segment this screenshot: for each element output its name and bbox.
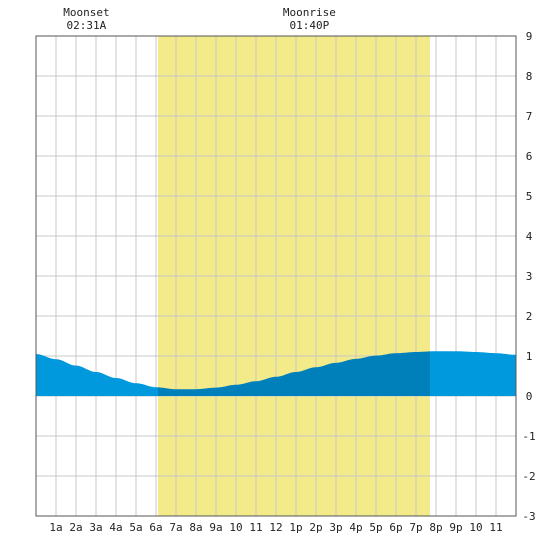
x-tick-label: 9p — [449, 521, 462, 534]
y-tick-label: 2 — [526, 310, 533, 323]
x-tick-label: 7p — [409, 521, 422, 534]
y-tick-label: 1 — [526, 350, 533, 363]
x-tick-label: 4a — [109, 521, 122, 534]
tide-area-night-late — [430, 351, 516, 396]
tide-area-day — [158, 351, 430, 396]
x-tick-label: 7a — [169, 521, 182, 534]
y-tick-label: 3 — [526, 270, 533, 283]
tide-area-night-early — [36, 354, 158, 396]
y-tick-label: 4 — [526, 230, 533, 243]
y-tick-label: 6 — [526, 150, 533, 163]
x-tick-label: 6p — [389, 521, 402, 534]
y-tick-label: 8 — [526, 70, 533, 83]
plot-frame — [35, 35, 517, 517]
x-tick-label: 4p — [349, 521, 362, 534]
x-tick-label: 5a — [129, 521, 142, 534]
y-tick-label: 0 — [526, 390, 533, 403]
x-tick-label: 1p — [289, 521, 302, 534]
x-tick-label: 11 — [249, 521, 262, 534]
x-tick-label: 1a — [49, 521, 62, 534]
x-tick-label: 2a — [69, 521, 82, 534]
y-tick-label: -2 — [522, 470, 535, 483]
x-tick-label: 3p — [329, 521, 342, 534]
x-tick-label: 6a — [149, 521, 162, 534]
x-tick-label: 11 — [489, 521, 502, 534]
x-tick-label: 10 — [229, 521, 242, 534]
y-tick-label: 5 — [526, 190, 533, 203]
x-tick-label: 10 — [469, 521, 482, 534]
x-tick-label: 2p — [309, 521, 322, 534]
y-tick-label: -3 — [522, 510, 535, 523]
y-tick-label: -1 — [522, 430, 535, 443]
x-tick-label: 8a — [189, 521, 202, 534]
x-tick-label: 12 — [269, 521, 282, 534]
moon-event-label: Moonset — [63, 6, 109, 19]
y-tick-label: 9 — [526, 30, 533, 43]
x-tick-label: 9a — [209, 521, 222, 534]
moon-event-time: 01:40P — [290, 19, 330, 32]
x-tick-label: 8p — [429, 521, 442, 534]
moon-event-label: Moonrise — [283, 6, 336, 19]
moon-event-time: 02:31A — [67, 19, 107, 32]
y-tick-label: 7 — [526, 110, 533, 123]
x-tick-label: 5p — [369, 521, 382, 534]
x-tick-label: 3a — [89, 521, 102, 534]
